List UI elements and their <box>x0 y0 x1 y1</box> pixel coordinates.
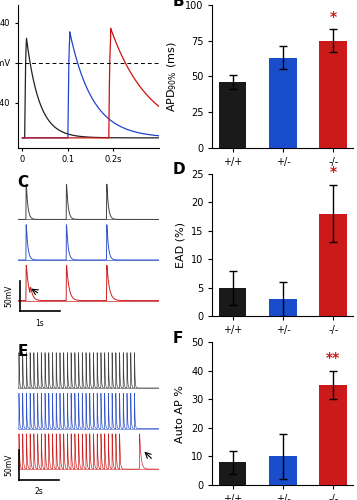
Bar <box>269 456 297 485</box>
Bar <box>320 385 347 485</box>
Y-axis label: EAD (%): EAD (%) <box>175 222 185 268</box>
Bar <box>219 82 246 148</box>
Text: D: D <box>173 162 186 177</box>
Y-axis label: Auto AP %: Auto AP % <box>176 384 186 442</box>
Text: F: F <box>173 330 183 345</box>
Y-axis label: APD$_{90\%}$ (ms): APD$_{90\%}$ (ms) <box>166 41 180 112</box>
Text: **: ** <box>326 351 340 365</box>
Text: 50mV: 50mV <box>5 454 14 476</box>
Text: *: * <box>330 10 337 24</box>
Text: *: * <box>330 166 337 179</box>
Bar <box>219 288 246 316</box>
Text: 2s: 2s <box>35 488 43 496</box>
Bar <box>269 58 297 148</box>
Text: C: C <box>17 176 28 190</box>
Text: E: E <box>17 344 28 359</box>
Text: 50mV: 50mV <box>5 285 14 308</box>
Text: 1s: 1s <box>36 319 44 328</box>
Bar <box>269 300 297 316</box>
Text: B: B <box>173 0 185 8</box>
Bar <box>320 214 347 316</box>
Bar <box>320 40 347 148</box>
Bar <box>219 462 246 485</box>
